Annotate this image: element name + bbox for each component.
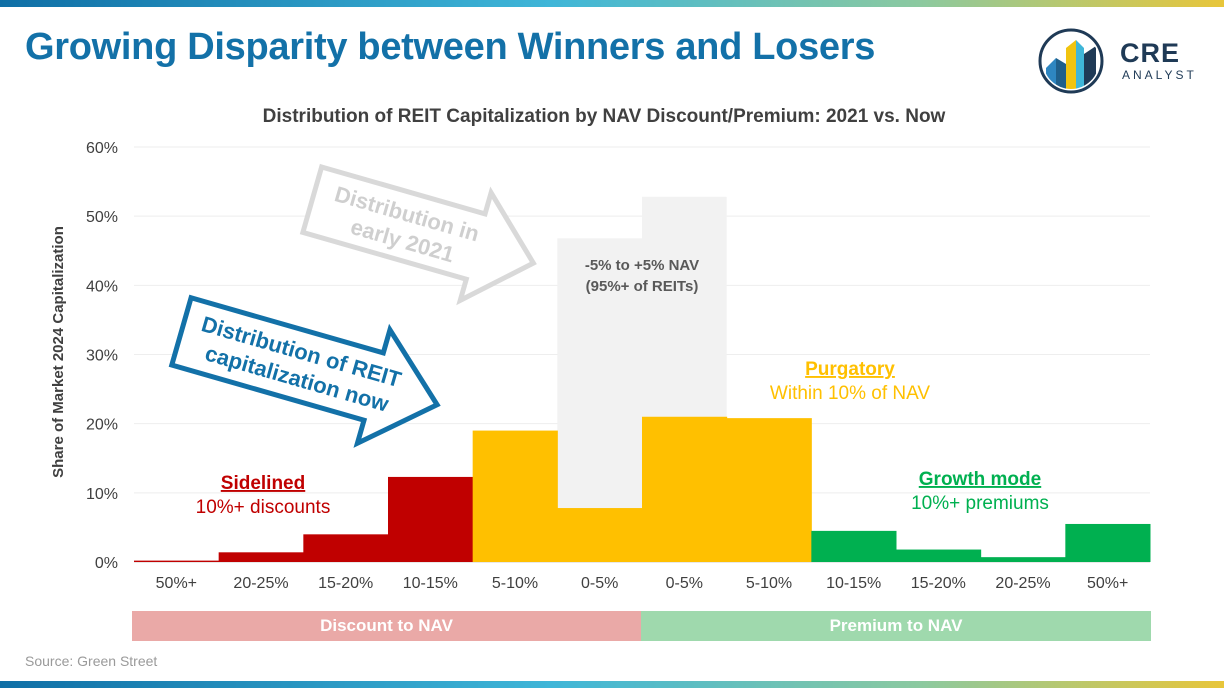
bar-now (726, 418, 812, 562)
bar-now (218, 552, 304, 562)
x-tick-label: 15-20% (911, 575, 966, 592)
bar-now (388, 476, 474, 562)
x-tick-labels: 50%+ 20-25% 15-20% 10-15% 5-10% 0-5% 0-5% 5-10%… (156, 575, 1129, 592)
bar-now (811, 530, 897, 562)
y-tick-label: 60% (86, 140, 118, 157)
x-tick-label: 50%+ (1087, 575, 1128, 592)
chart-title: Distribution of REIT Capitalization by N… (262, 106, 946, 127)
now-arrow: Distribution of REIT capitalization now (168, 294, 441, 448)
bar-now (557, 508, 643, 562)
discount-to-nav-band: Discount to NAV (132, 611, 641, 641)
y-tick-label: 40% (86, 278, 118, 295)
logo-text-analyst: ANALYST (1122, 68, 1197, 82)
premium-to-nav-band: Premium to NAV (641, 611, 1151, 641)
logo: CRE ANALYST (1038, 28, 1208, 94)
y-tick-label: 10% (86, 486, 118, 503)
x-tick-label: 15-20% (318, 575, 373, 592)
x-tick-label: 0-5% (581, 575, 618, 592)
bottom-accent-bar (0, 681, 1224, 688)
bar-now (1065, 523, 1151, 562)
early-2021-arrow: Distribution in early 2021 (299, 163, 537, 306)
band-label-line2: (95%+ of REITs) (586, 278, 699, 295)
source-note: Source: Green Street (25, 653, 158, 669)
y-tick-label: 50% (86, 209, 118, 226)
purgatory-title: Purgatory (805, 359, 895, 380)
bar-now (642, 416, 728, 562)
bar-now (134, 560, 220, 562)
x-tick-label: 20-25% (233, 575, 288, 592)
bar-now (303, 534, 389, 562)
logo-mark (1038, 28, 1104, 94)
x-tick-label: 10-15% (826, 575, 881, 592)
purgatory-subtitle: Within 10% of NAV (770, 383, 930, 404)
y-tick-label: 0% (95, 555, 118, 572)
sidelined-title: Sidelined (221, 473, 305, 494)
top-accent-bar (0, 0, 1224, 7)
sidelined-subtitle: 10%+ discounts (196, 497, 331, 518)
bar-now (472, 430, 558, 562)
bar-now (980, 557, 1066, 562)
y-tick-label: 20% (86, 417, 118, 434)
logo-text-cre: CRE (1120, 38, 1181, 68)
x-tick-label: 5-10% (492, 575, 538, 592)
x-tick-label: 10-15% (403, 575, 458, 592)
growth-title: Growth mode (919, 469, 1041, 490)
y-tick-labels: 0% 10% 20% 30% 40% 50% 60% (86, 140, 118, 572)
bars-now (134, 416, 1151, 562)
band-label-line1: -5% to +5% NAV (585, 257, 699, 274)
x-tick-label: 50%+ (156, 575, 197, 592)
bar-now (896, 549, 982, 562)
x-tick-label: 0-5% (666, 575, 703, 592)
y-tick-label: 30% (86, 348, 118, 365)
page-title: Growing Disparity between Winners and Lo… (25, 26, 876, 68)
growth-subtitle: 10%+ premiums (911, 493, 1049, 514)
x-tick-label: 20-25% (995, 575, 1050, 592)
x-tick-label: 5-10% (746, 575, 792, 592)
y-axis-label: Share of Market 2024 Capitalization (50, 226, 67, 478)
